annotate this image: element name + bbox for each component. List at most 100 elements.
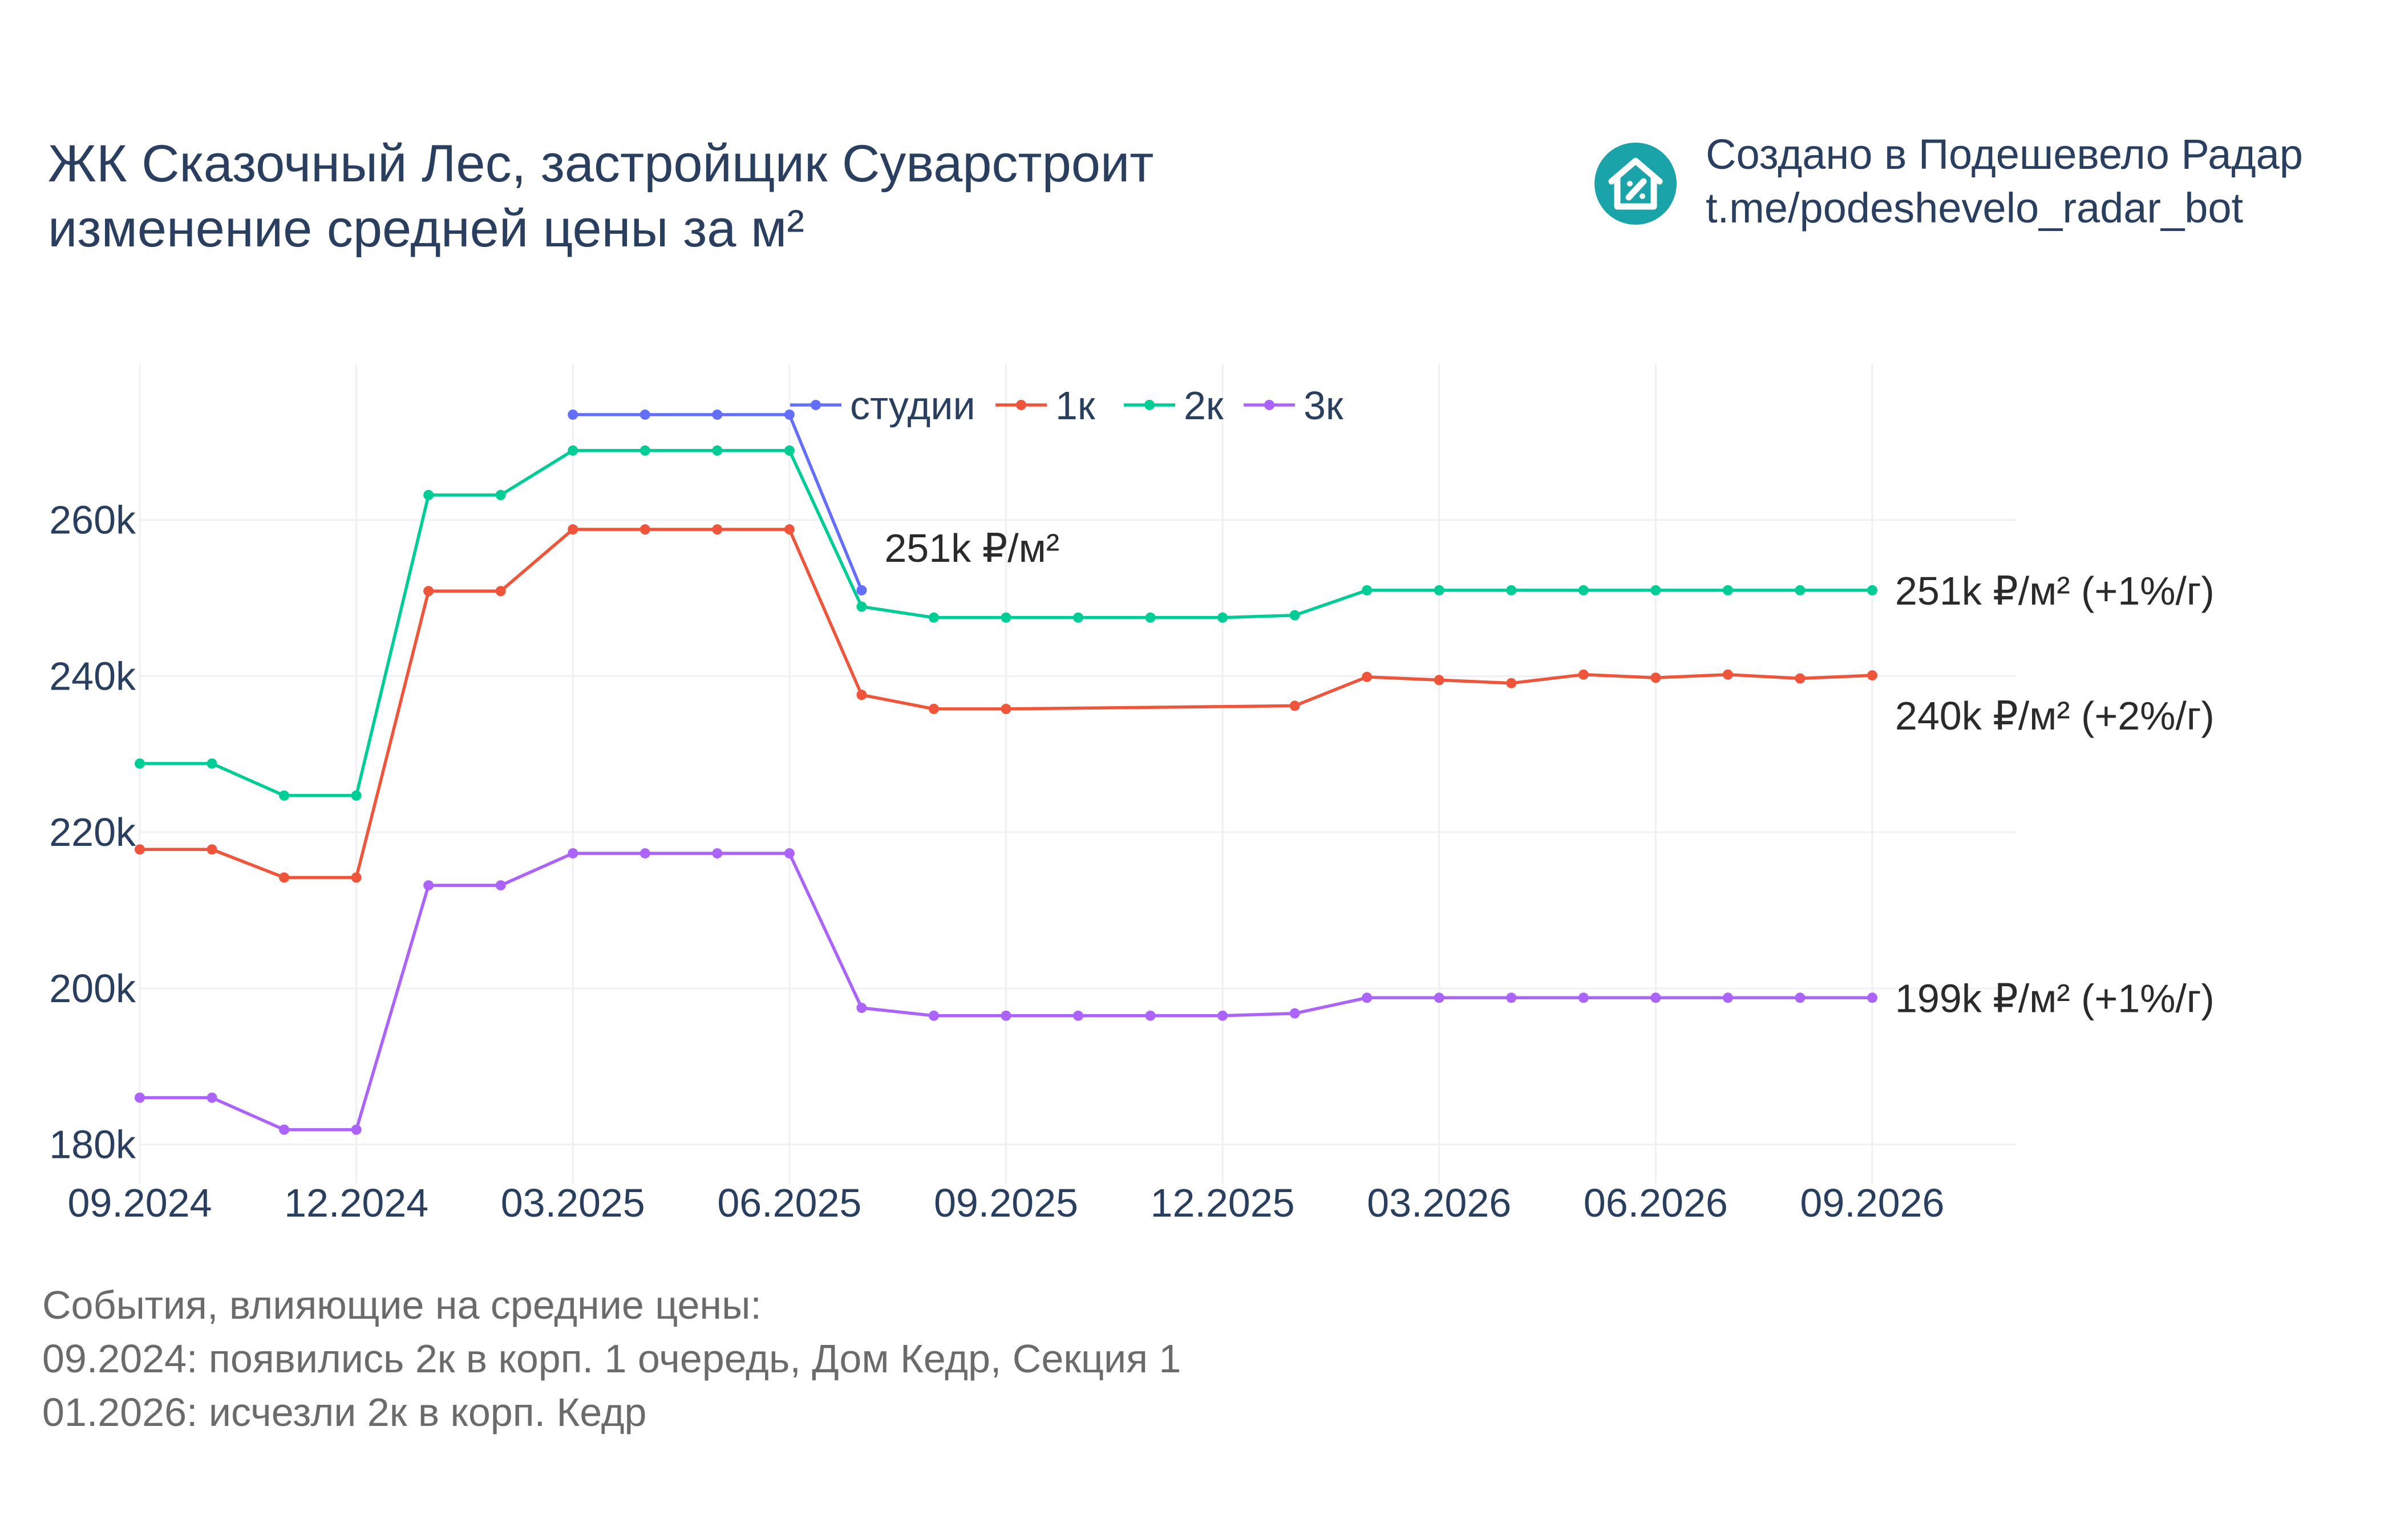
x-tick-label: 09.2025 [934, 1181, 1078, 1225]
data-point [207, 758, 217, 769]
data-point [279, 1124, 290, 1135]
x-axis: 09.2024 12.2024 03.2025 06.2025 09.2025 12.20… [67, 1181, 1944, 1225]
data-point [351, 872, 362, 883]
data-point [279, 790, 290, 801]
x-tick-label: 03.2025 [501, 1181, 645, 1225]
note-item-2: 01.2026: исчезли 2к в корп. Кедр [42, 1390, 646, 1434]
data-point [1578, 992, 1589, 1003]
y-tick-label: 220k [49, 810, 136, 854]
data-point [928, 612, 939, 623]
data-point [1434, 585, 1444, 595]
legend-swatch-marker [1264, 400, 1274, 410]
data-point [1650, 585, 1661, 595]
data-point [1722, 669, 1733, 680]
data-point [1506, 992, 1517, 1003]
credit-link[interactable]: t.me/podeshevelo_radar_bot [1706, 184, 2244, 232]
data-point [1795, 673, 1806, 684]
data-point [856, 690, 867, 700]
data-point [423, 880, 434, 891]
data-point [1145, 1010, 1156, 1021]
series-2 [135, 524, 1877, 883]
data-point [495, 586, 506, 597]
data-point [712, 524, 723, 535]
data-point [568, 848, 578, 859]
legend-item-3[interactable]: 2к [1124, 383, 1224, 428]
data-point [495, 489, 506, 500]
data-point [1795, 992, 1806, 1003]
y-tick-label: 240k [49, 654, 136, 698]
legend-item-2[interactable]: 1к [995, 383, 1095, 428]
data-point [856, 585, 867, 595]
legend-item-4[interactable]: 3к [1244, 383, 1343, 428]
data-point [1722, 585, 1733, 595]
legend-swatch-marker [811, 400, 821, 410]
house-percent-icon [1608, 157, 1663, 210]
y-tick-label: 180k [49, 1122, 136, 1167]
data-point [423, 489, 434, 500]
data-point [1578, 585, 1589, 595]
data-point [856, 601, 867, 612]
y-tick-label: 260k [49, 498, 136, 542]
data-point [712, 409, 723, 420]
series-line [573, 413, 863, 591]
end-value-label: 240k ₽/м² (+2%/г) [1895, 694, 2215, 738]
data-point [928, 703, 939, 714]
data-point [1795, 585, 1806, 595]
data-point [207, 1092, 217, 1103]
data-point [640, 848, 650, 859]
data-point [784, 445, 795, 456]
data-point [856, 1003, 867, 1014]
x-tick-label: 12.2024 [284, 1181, 428, 1225]
end-value-label: 251k ₽/м² [884, 526, 1059, 570]
end-value-label: 199k ₽/м² (+1%/г) [1895, 976, 2215, 1020]
data-point [1434, 675, 1444, 686]
legend-swatch-marker [1144, 400, 1155, 410]
data-point [1001, 612, 1011, 623]
data-point [640, 524, 650, 535]
series-line [140, 528, 1873, 880]
grid-lines [139, 364, 2017, 1184]
data-point [1578, 669, 1589, 680]
data-point [1362, 585, 1373, 595]
data-point [1217, 1010, 1228, 1021]
data-point [1362, 671, 1373, 682]
data-point [351, 790, 362, 801]
data-point [1001, 703, 1011, 714]
data-point [1001, 1010, 1011, 1021]
note-item-1: 09.2024: появились 2к в корп. 1 очередь,… [42, 1336, 1181, 1381]
data-point [1867, 585, 1877, 595]
legend-swatch-marker [1016, 400, 1026, 410]
data-point [1289, 700, 1300, 711]
y-axis: 180k 200k 220k 240k 260k [49, 498, 136, 1167]
x-tick-label: 03.2026 [1367, 1181, 1511, 1225]
data-point [1289, 1008, 1300, 1019]
end-labels: 251k ₽/м² 251k ₽/м² (+1%/г) 240k ₽/м² (+2%… [884, 526, 2214, 1020]
series-lines [135, 409, 1877, 1135]
series-4 [135, 848, 1877, 1135]
data-point [712, 848, 723, 859]
data-point [1145, 612, 1156, 623]
logo-badge [1594, 143, 1677, 225]
notes-heading: События, влияющие на средние цены: [42, 1283, 762, 1327]
data-point [1217, 612, 1228, 623]
data-point [1506, 585, 1517, 595]
x-tick-label: 06.2025 [717, 1181, 861, 1225]
logo-circle [1594, 143, 1677, 225]
data-point [423, 586, 434, 597]
x-tick-label: 09.2026 [1800, 1181, 1944, 1225]
end-value-label: 251k ₽/м² (+1%/г) [1895, 569, 2215, 613]
legend-label: 3к [1304, 383, 1343, 428]
legend-item-1[interactable]: студии [790, 383, 976, 428]
legend-label: 2к [1184, 383, 1224, 428]
data-point [1867, 670, 1877, 681]
data-point [135, 844, 145, 855]
data-point [784, 848, 795, 859]
data-point [640, 409, 650, 420]
legend[interactable]: студии 1к 2к 3к [790, 383, 1343, 428]
series-1 [568, 409, 867, 595]
data-point [135, 1092, 145, 1103]
data-point [928, 1010, 939, 1021]
data-point [1073, 1010, 1083, 1021]
chart-title-line-1: ЖК Сказочный Лес, застройщик Суварстроит [48, 135, 1154, 193]
